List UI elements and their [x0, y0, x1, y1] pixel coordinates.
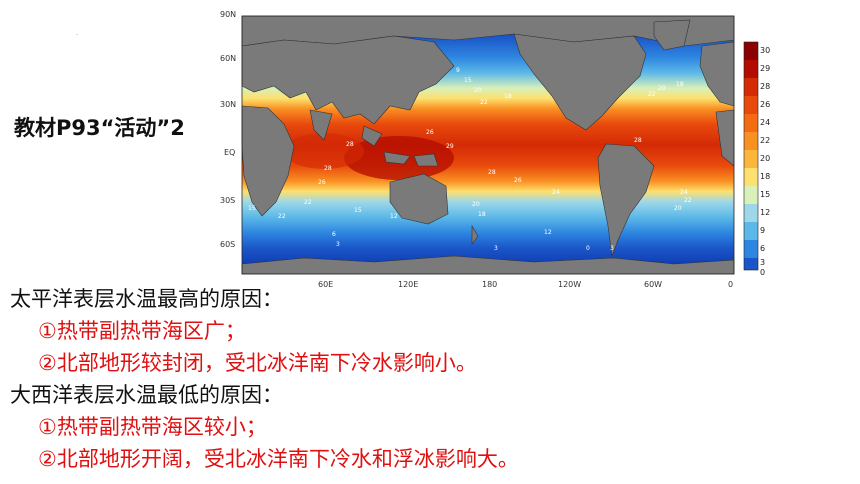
pacific-reason-2: ②北部地形较封闭，受北冰洋南下冷水影响小。: [38, 351, 477, 375]
svg-text:6: 6: [332, 231, 336, 238]
svg-text:12: 12: [544, 229, 552, 236]
colorbar-label: 0: [760, 268, 766, 277]
svg-text:22: 22: [684, 197, 692, 204]
atlantic-heading: 大西洋表层水温最低的原因：: [10, 383, 283, 407]
colorbar-label: 9: [760, 226, 766, 235]
colorbar-label: 29: [760, 64, 771, 73]
svg-text:24: 24: [680, 189, 688, 196]
lat-label-60s: 60S: [220, 240, 236, 249]
lat-label-60n: 60N: [220, 54, 237, 63]
lon-label-0: 0: [728, 280, 734, 289]
svg-text:18: 18: [676, 81, 684, 88]
svg-text:3: 3: [494, 245, 498, 252]
atlantic-reason-2: ②北部地形开阔，受北冰洋南下冷水和浮冰影响大。: [38, 447, 519, 471]
colorbar-label: 15: [760, 190, 771, 199]
sst-map: 28 26 28 29 26 24 28 26 22 22 15 12 6 3 20 18 12 3 0…: [214, 6, 794, 290]
svg-text:9: 9: [456, 67, 460, 74]
svg-text:20: 20: [658, 85, 666, 92]
lon-label-120e: 120E: [398, 280, 419, 289]
atlantic-reason-1: ①热带副热带海区较小；: [38, 415, 267, 439]
svg-text:28: 28: [346, 141, 354, 148]
svg-text:15: 15: [354, 207, 362, 214]
svg-text:26: 26: [514, 177, 522, 184]
decorative-dot: ·: [76, 32, 78, 39]
svg-text:29: 29: [446, 143, 454, 150]
svg-text:22: 22: [480, 99, 488, 106]
textbook-activity-label: 教材P93“活动”2: [14, 116, 185, 140]
colorbar-label: 3: [760, 258, 766, 267]
svg-text:22: 22: [304, 199, 312, 206]
svg-text:20: 20: [472, 201, 480, 208]
svg-text:28: 28: [634, 137, 642, 144]
lon-label-60w: 60W: [644, 280, 663, 289]
lon-label-60e: 60E: [318, 280, 334, 289]
colorbar-label: 6: [760, 244, 766, 253]
explanation-text: 太平洋表层水温最高的原因： ①热带副热带海区广； ②北部地形较封闭，受北冰洋南下…: [10, 283, 855, 475]
pacific-reason-1: ①热带副热带海区广；: [38, 319, 246, 343]
lat-label-eq: EQ: [224, 148, 236, 157]
svg-text:20: 20: [474, 87, 482, 94]
lat-label-90n: 90N: [220, 10, 237, 19]
svg-text:22: 22: [648, 91, 656, 98]
svg-text:3: 3: [336, 241, 340, 248]
colorbar-label: 20: [760, 154, 771, 163]
svg-text:20: 20: [674, 205, 682, 212]
svg-text:24: 24: [552, 189, 560, 196]
lon-label-180: 180: [482, 280, 498, 289]
colorbar-label: 18: [760, 172, 771, 181]
colorbar-label: 26: [760, 100, 771, 109]
svg-text:15: 15: [248, 205, 256, 212]
svg-text:3: 3: [610, 245, 614, 252]
lat-label-30n: 30N: [220, 100, 237, 109]
pacific-heading: 太平洋表层水温最高的原因：: [10, 287, 283, 311]
colorbar: [743, 41, 759, 271]
lon-label-120w: 120W: [558, 280, 582, 289]
colorbar-label: 22: [760, 136, 771, 145]
colorbar-label: 28: [760, 82, 771, 91]
svg-text:0: 0: [586, 245, 590, 252]
land-masses: [241, 15, 735, 275]
svg-text:18: 18: [504, 93, 512, 100]
colorbar-label: 12: [760, 208, 771, 217]
svg-text:26: 26: [318, 179, 326, 186]
colorbar-label: 24: [760, 118, 771, 127]
svg-text:15: 15: [464, 77, 472, 84]
svg-text:22: 22: [278, 213, 286, 220]
colorbar-label: 30: [760, 46, 771, 55]
svg-text:26: 26: [426, 129, 434, 136]
svg-text:12: 12: [390, 213, 398, 220]
lat-label-30s: 30S: [220, 196, 236, 205]
svg-text:28: 28: [324, 165, 332, 172]
svg-text:28: 28: [488, 169, 496, 176]
svg-text:18: 18: [478, 211, 486, 218]
